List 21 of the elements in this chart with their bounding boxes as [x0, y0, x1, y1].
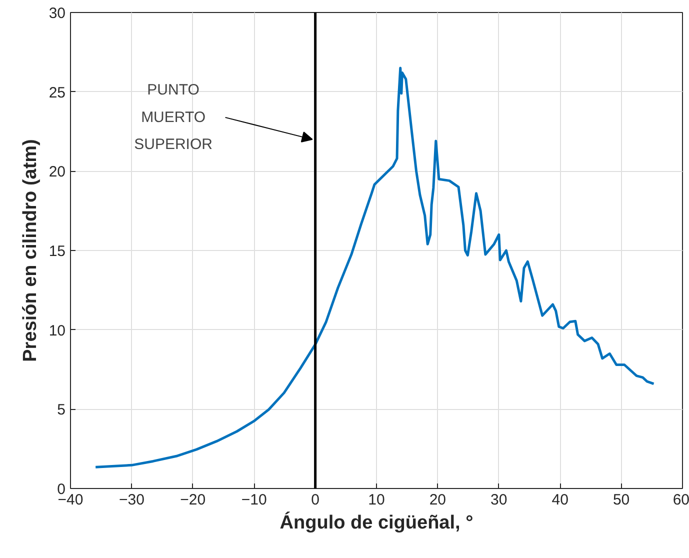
y-tick-label: 30 [48, 5, 66, 22]
x-tick-label: 50 [612, 492, 630, 508]
x-tick-label: −10 [241, 492, 267, 508]
x-tick-label: 30 [490, 492, 508, 508]
y-tick-label: 10 [48, 322, 66, 340]
x-tick-label: −20 [180, 492, 206, 508]
x-tick-label: 40 [552, 492, 568, 508]
y-tick-label: 25 [48, 84, 66, 102]
x-tick-label: 0 [311, 492, 320, 508]
x-tick-label: 10 [368, 492, 385, 508]
line-series [94, 66, 655, 468]
x-axis-title: Ángulo de cigüeñal, ° [280, 512, 474, 534]
annotation: PUNTO MUERTO SUPERIOR [134, 82, 213, 154]
y-tick-label: 0 [57, 481, 66, 498]
y-tick-label: 20 [48, 164, 66, 181]
x-tick-label: 20 [429, 492, 446, 508]
y-axis-title: Presión en cilindro (atm) [20, 139, 41, 362]
x-tick-label: 60 [672, 492, 689, 508]
x-tick-label: −30 [118, 492, 144, 508]
y-tick-label: 15 [48, 243, 66, 260]
y-tick-label: 5 [57, 402, 66, 419]
